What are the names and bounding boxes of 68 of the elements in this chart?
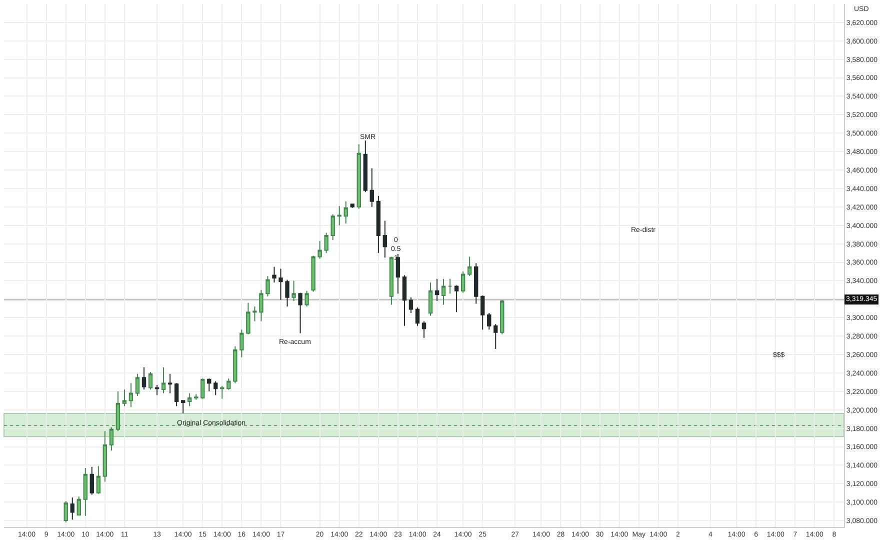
candlestick — [434, 278, 440, 302]
candlestick — [96, 466, 101, 494]
candlestick — [396, 253, 400, 294]
candlestick — [337, 206, 342, 226]
candlestick — [148, 372, 153, 390]
candlestick — [376, 195, 381, 254]
candlestick — [460, 271, 466, 294]
candlestick — [142, 366, 146, 390]
candlestick — [168, 373, 172, 394]
candlestick — [402, 274, 407, 326]
candlestick — [174, 382, 179, 407]
candlestick — [356, 144, 361, 210]
candlestick — [83, 467, 88, 516]
candlestick — [298, 292, 302, 334]
candlestick — [194, 394, 198, 400]
candlestick — [154, 384, 160, 396]
candlestick — [240, 329, 244, 358]
candlestick — [415, 306, 420, 326]
candlestick — [102, 430, 108, 482]
candlestick — [259, 289, 264, 322]
candlestick — [76, 496, 81, 516]
candlestick — [285, 279, 290, 308]
candlestick — [220, 385, 224, 400]
candlestick — [382, 220, 388, 258]
candlestick — [350, 204, 354, 208]
candlestick — [246, 302, 250, 335]
candlestick — [64, 500, 68, 523]
candlestick — [180, 400, 186, 414]
candlestick — [122, 389, 127, 407]
candlestick — [487, 312, 492, 330]
candlestick — [318, 240, 322, 260]
candlestick — [370, 168, 374, 208]
candlestick — [292, 280, 296, 302]
candlestick — [324, 232, 328, 254]
candlestick — [441, 278, 446, 306]
candlestick — [266, 276, 270, 297]
candlestick — [128, 382, 134, 408]
candlestick — [330, 214, 335, 241]
candlestick — [90, 466, 94, 496]
candlestick — [500, 300, 504, 335]
candlestick — [363, 140, 368, 193]
candlestick — [252, 306, 257, 322]
candlestick — [226, 378, 231, 390]
candlestick — [448, 278, 452, 294]
candlestick — [278, 268, 283, 301]
candlestick — [494, 324, 498, 350]
candlestick — [389, 256, 394, 306]
candlestick — [467, 256, 472, 277]
candlestick — [70, 496, 74, 520]
candlestick — [116, 390, 120, 432]
candlestick — [207, 378, 212, 392]
candlestick — [428, 282, 433, 316]
candlestick — [304, 290, 309, 308]
candlestick — [311, 255, 316, 292]
candlestick — [422, 320, 426, 338]
candlestick — [200, 378, 205, 400]
candlestick — [233, 346, 238, 384]
candlestick — [344, 200, 348, 224]
candlestick — [161, 366, 166, 394]
candlestick — [135, 373, 140, 397]
candlestick — [272, 266, 276, 284]
candlestick — [408, 296, 414, 314]
candlestick — [474, 262, 478, 304]
candlestick — [454, 284, 459, 313]
candlestick — [187, 392, 192, 407]
candlestick — [480, 294, 485, 330]
candlestick — [214, 380, 218, 396]
candlestick — [109, 426, 114, 451]
